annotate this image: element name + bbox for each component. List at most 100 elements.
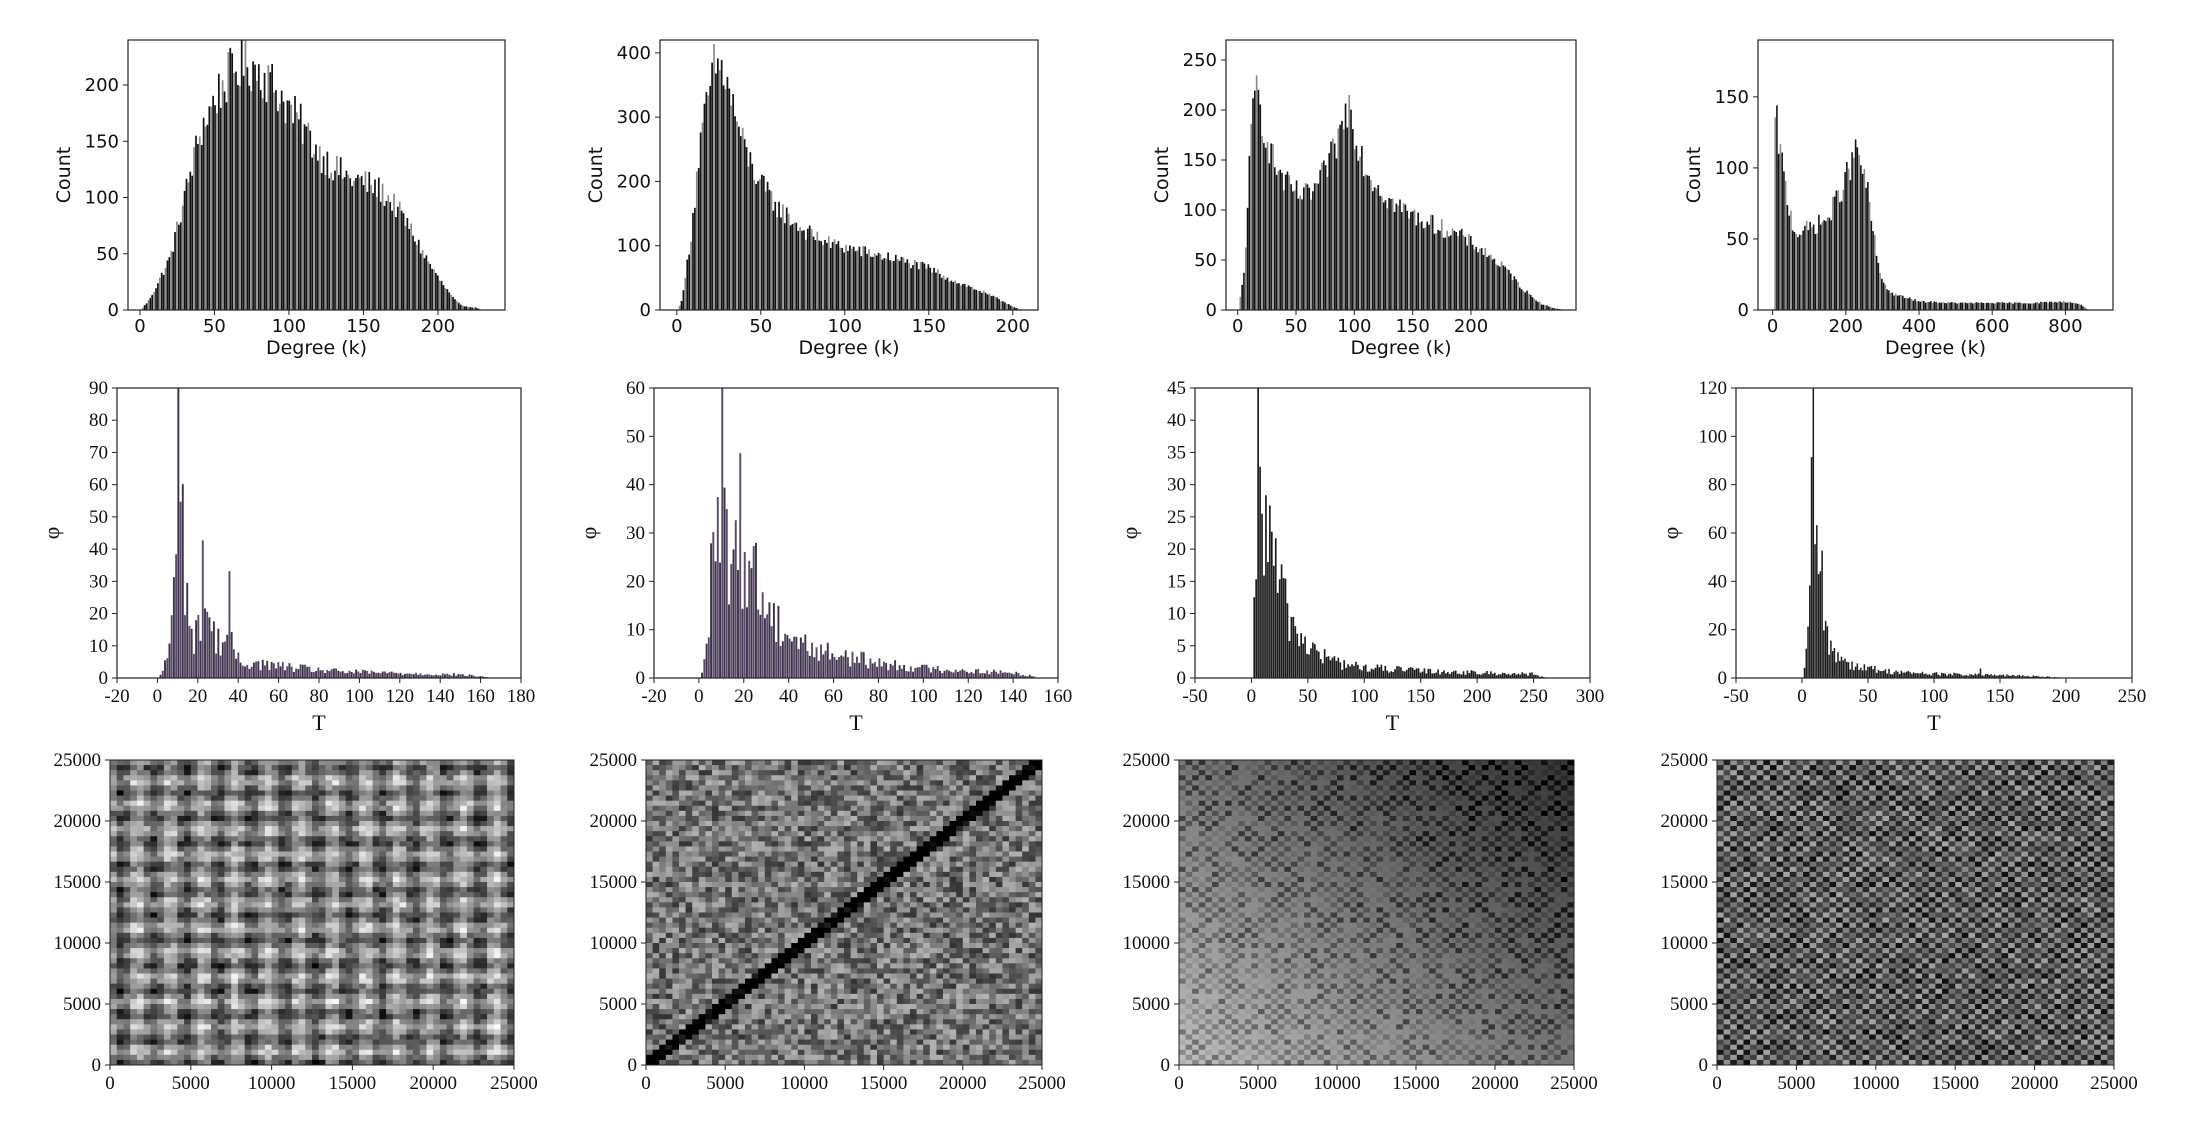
bar	[379, 201, 382, 310]
bar	[845, 244, 847, 310]
heatmap-cell	[352, 1034, 360, 1040]
heatmap-cell	[386, 765, 394, 771]
heatmap-cell	[184, 907, 192, 913]
bar	[1870, 220, 1873, 310]
heatmap-cell	[170, 882, 178, 888]
bar	[1361, 146, 1363, 310]
bar	[204, 126, 207, 310]
heatmap-cell	[197, 973, 205, 979]
heatmap-cell	[500, 978, 508, 985]
bar	[694, 207, 696, 310]
bar	[1346, 127, 1349, 310]
heatmap-cell	[332, 922, 340, 929]
bar	[183, 190, 186, 310]
heatmap-cell	[419, 988, 427, 995]
bar	[1362, 665, 1365, 678]
bar	[797, 230, 800, 310]
heatmap-cell	[507, 851, 515, 857]
heatmap-cell	[433, 775, 441, 781]
heatmap-cell	[136, 1024, 145, 1030]
heatmap-cell	[507, 765, 515, 771]
heatmap-cell	[278, 978, 286, 985]
heatmap-cell	[190, 810, 198, 817]
heatmap-cell	[345, 841, 353, 847]
heatmap-cell	[352, 948, 360, 954]
bar	[1391, 198, 1394, 310]
heatmap-cell	[231, 815, 239, 822]
heatmap-cell	[338, 851, 347, 857]
heatmap-cell	[217, 871, 225, 878]
heatmap-cell	[258, 831, 266, 837]
heatmap-cell	[312, 917, 320, 924]
heatmap-cell	[345, 770, 353, 776]
bar	[246, 664, 249, 678]
y-tick-label: 15	[1167, 571, 1186, 592]
heatmap-cell	[244, 983, 252, 990]
bar	[266, 660, 269, 678]
bar	[799, 227, 801, 310]
heatmap-cell	[211, 760, 219, 766]
heatmap-cell	[157, 1009, 165, 1015]
bar	[772, 603, 775, 678]
heatmap-cell	[264, 841, 272, 847]
bar	[1905, 671, 1908, 678]
heatmap-cell	[130, 993, 138, 1000]
heatmap-cell	[224, 1024, 232, 1030]
heatmap-cell	[204, 993, 212, 1000]
heatmap-cell	[298, 821, 306, 827]
heatmap-cell	[406, 826, 414, 832]
heatmap-cell	[204, 892, 212, 898]
x-axis-label: Degree (k)	[1885, 337, 1986, 359]
bar	[1531, 297, 1534, 310]
heatmap-cell	[123, 1024, 131, 1030]
heatmap-cell	[419, 1004, 427, 1010]
heatmap-cell	[110, 856, 118, 863]
bar	[1384, 200, 1387, 310]
bar	[701, 672, 704, 678]
heatmap-cell	[399, 1044, 407, 1051]
heatmap-cell	[258, 821, 266, 827]
heatmap-cell	[278, 993, 286, 1000]
heatmap-cell	[237, 851, 246, 857]
heatmap-cell	[157, 871, 165, 878]
heatmap-cell	[305, 978, 313, 985]
heatmap-cell	[271, 907, 279, 913]
bar	[883, 258, 886, 310]
bar	[1963, 302, 1965, 310]
bar	[200, 144, 203, 310]
bar	[1819, 571, 1822, 678]
bar	[461, 674, 464, 678]
heatmap-cell	[419, 1019, 427, 1025]
heatmap-cell	[278, 958, 286, 964]
heatmap-cell	[332, 937, 340, 944]
bar	[914, 668, 917, 678]
heatmap-cell	[190, 876, 198, 883]
heatmap-cell	[305, 1019, 313, 1025]
bar	[739, 136, 742, 310]
heatmap-cell	[439, 785, 448, 791]
heatmap-cell	[493, 765, 501, 771]
heatmap-cell	[244, 993, 252, 1000]
heatmap-cell	[157, 882, 165, 888]
heatmap-cell	[184, 1024, 192, 1030]
heatmap-cell	[466, 1024, 474, 1030]
bar	[313, 154, 315, 310]
heatmap-cell	[224, 856, 232, 863]
heatmap-cell	[453, 912, 461, 918]
bar	[1966, 303, 1969, 310]
heatmap-cell	[170, 765, 178, 771]
heatmap-cell	[278, 805, 286, 812]
heatmap-cell	[177, 780, 185, 786]
heatmap-cell	[473, 765, 481, 771]
heatmap-cell	[386, 1029, 394, 1035]
bar	[1337, 128, 1340, 310]
heatmap-cell	[291, 927, 299, 934]
heatmap-cell	[386, 1004, 394, 1010]
bar	[1898, 295, 1901, 310]
heatmap-cell	[143, 805, 151, 812]
heatmap-cell	[217, 826, 225, 832]
bar	[893, 261, 895, 310]
bar	[219, 655, 222, 678]
heatmap-cell	[177, 1024, 185, 1030]
heatmap-cell	[500, 983, 508, 990]
